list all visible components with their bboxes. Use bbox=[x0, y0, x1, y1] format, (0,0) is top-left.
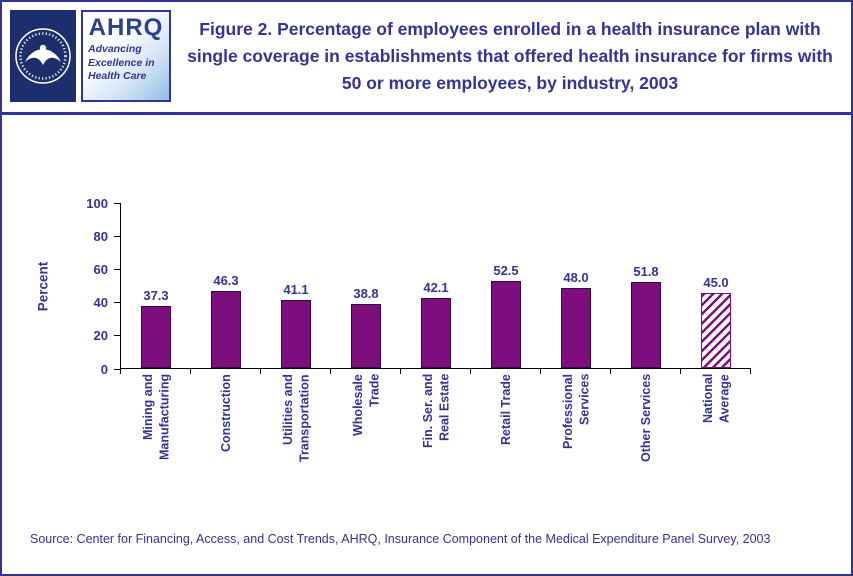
y-tick-label: 0 bbox=[100, 361, 108, 377]
category-label-cell: Professional Services bbox=[541, 374, 611, 470]
bar-group: 37.3 bbox=[121, 288, 191, 368]
y-tick-mark bbox=[114, 335, 120, 337]
y-axis-title-cell: Percent bbox=[28, 203, 58, 369]
bar-group: 38.8 bbox=[331, 286, 401, 368]
bar bbox=[491, 280, 521, 368]
category-label-cell: Utilities and Transportation bbox=[261, 374, 331, 470]
x-axis-ticks bbox=[120, 369, 751, 374]
y-tick-label: 80 bbox=[93, 228, 108, 244]
bar-hatched bbox=[701, 293, 731, 368]
bar-group: 42.1 bbox=[401, 280, 471, 368]
ahrq-logo: AHRQ Advancing Excellence in Health Care bbox=[81, 10, 171, 102]
y-tick-mark bbox=[114, 302, 120, 304]
y-tick-label: 40 bbox=[93, 295, 108, 311]
y-tick-mark bbox=[114, 202, 120, 204]
bar bbox=[141, 306, 171, 368]
category-label-cell: National Average bbox=[681, 374, 751, 470]
bars-row: 37.3 46.3 41.1 38.8 42.1 52.5 48.0 51.8 45.0 bbox=[120, 203, 751, 369]
category-label-cell: Other Services bbox=[611, 374, 681, 470]
category-label-cell: Construction bbox=[191, 374, 261, 470]
y-tick-mark bbox=[114, 235, 120, 237]
bar-value-label: 48.0 bbox=[563, 270, 589, 286]
bar-group: 46.3 bbox=[191, 273, 261, 368]
bar bbox=[281, 299, 311, 368]
ahrq-tagline: Advancing Excellence in Health Care bbox=[88, 43, 155, 82]
plot-area: 37.3 46.3 41.1 38.8 42.1 52.5 48.0 51.8 45.0 Min… bbox=[120, 203, 751, 470]
header: AHRQ Advancing Excellence in Health Care… bbox=[2, 2, 851, 112]
category-label-cell: Wholesale Trade bbox=[331, 374, 401, 470]
bar-value-label: 38.8 bbox=[353, 285, 379, 301]
bar-value-label: 45.0 bbox=[703, 275, 729, 291]
bar bbox=[211, 291, 241, 368]
category-label-cell: Fin. Ser. and Real Estate bbox=[401, 374, 471, 470]
category-label: Other Services bbox=[638, 374, 653, 463]
y-tick-mark bbox=[114, 268, 120, 270]
y-tick-label: 100 bbox=[86, 195, 108, 211]
category-label: National Average bbox=[700, 374, 731, 424]
bar bbox=[561, 288, 591, 368]
bar-group: 45.0 bbox=[681, 275, 751, 368]
bar-value-label: 52.5 bbox=[493, 262, 519, 278]
category-label: Fin. Ser. and Real Estate bbox=[420, 374, 451, 449]
bar-value-label: 37.3 bbox=[143, 288, 169, 304]
y-axis: 0 20 40 60 80 100 bbox=[58, 196, 120, 377]
category-label: Retail Trade bbox=[498, 374, 513, 445]
source-note: Source: Center for Financing, Access, an… bbox=[30, 532, 771, 546]
y-tick-label: 60 bbox=[93, 261, 108, 277]
category-label-cell: Mining and Manufacturing bbox=[121, 374, 191, 470]
bar-value-label: 41.1 bbox=[283, 281, 309, 297]
hhs-seal-icon bbox=[10, 10, 76, 102]
bar-value-label: 42.1 bbox=[423, 280, 449, 296]
y-tick-label: 20 bbox=[93, 328, 108, 344]
figure-title: Figure 2. Percentage of employees enroll… bbox=[187, 19, 833, 94]
bar-chart: Percent 0 20 40 60 80 100 37.3 46.3 41.1 38.8 42.… bbox=[28, 196, 851, 470]
bar bbox=[631, 282, 661, 368]
bar bbox=[421, 298, 451, 368]
bar-group: 41.1 bbox=[261, 282, 331, 368]
ahrq-wordmark: AHRQ bbox=[88, 14, 164, 41]
logo-group: AHRQ Advancing Excellence in Health Care bbox=[10, 10, 171, 102]
category-label-cell: Retail Trade bbox=[471, 374, 541, 470]
header-divider bbox=[2, 112, 851, 115]
category-label: Mining and Manufacturing bbox=[140, 374, 171, 461]
category-axis: Mining and Manufacturing Construction Util… bbox=[120, 374, 751, 470]
bar-value-label: 51.8 bbox=[633, 264, 659, 279]
bar bbox=[351, 303, 381, 368]
category-label: Utilities and Transportation bbox=[280, 374, 311, 462]
category-label: Wholesale Trade bbox=[350, 374, 381, 436]
bar-group: 51.8 bbox=[611, 264, 681, 368]
bar-group: 48.0 bbox=[541, 270, 611, 368]
bar-value-label: 46.3 bbox=[213, 273, 239, 289]
category-label: Professional Services bbox=[560, 374, 591, 450]
y-axis-title: Percent bbox=[35, 261, 51, 311]
category-label: Construction bbox=[218, 374, 233, 452]
bar-group: 52.5 bbox=[471, 263, 541, 368]
y-tick-mark bbox=[114, 368, 120, 370]
